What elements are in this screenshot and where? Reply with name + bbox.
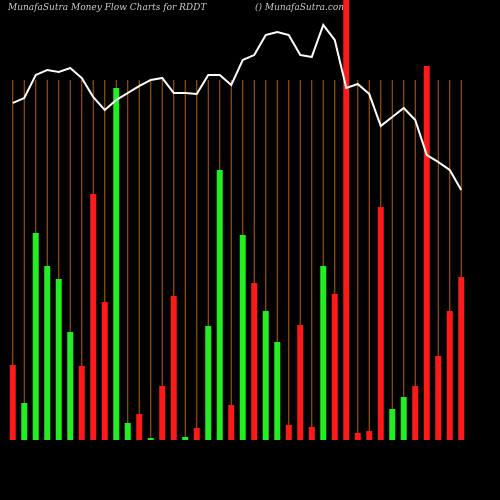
bar — [9, 365, 16, 440]
bar — [366, 431, 373, 440]
bar — [308, 427, 315, 440]
bar — [90, 194, 97, 440]
bar — [458, 277, 465, 440]
bar — [343, 0, 350, 440]
chart-title: MunafaSutra Money Flow Charts for RDDT — [7, 3, 207, 13]
bar — [193, 428, 200, 440]
bar — [55, 279, 62, 440]
bar — [205, 326, 212, 440]
price-line — [12, 22, 463, 191]
bar — [400, 397, 407, 440]
bar — [331, 294, 338, 440]
bar — [251, 283, 258, 440]
bar — [285, 425, 292, 440]
bar — [274, 342, 281, 440]
bar — [228, 405, 235, 440]
bar — [297, 325, 304, 440]
bar — [354, 433, 361, 440]
bar — [67, 332, 74, 440]
chart-subtitle: () MunafaSutra.com — [255, 2, 347, 13]
bar — [377, 207, 384, 440]
bar — [78, 366, 85, 440]
bar — [32, 233, 39, 440]
bar — [147, 438, 154, 440]
bar — [113, 88, 120, 440]
bar — [412, 386, 419, 440]
bar — [389, 409, 396, 440]
bar — [446, 311, 453, 440]
bar — [159, 386, 166, 440]
bar — [262, 311, 269, 440]
bar — [101, 302, 108, 440]
bar — [423, 66, 430, 440]
bar — [182, 437, 189, 440]
bar — [21, 403, 28, 440]
bar — [435, 356, 442, 440]
bar — [216, 170, 223, 440]
bar — [44, 266, 51, 440]
bar — [124, 423, 131, 440]
bar — [136, 414, 143, 440]
bar — [239, 235, 246, 440]
bar — [170, 296, 177, 440]
bar — [320, 266, 327, 440]
